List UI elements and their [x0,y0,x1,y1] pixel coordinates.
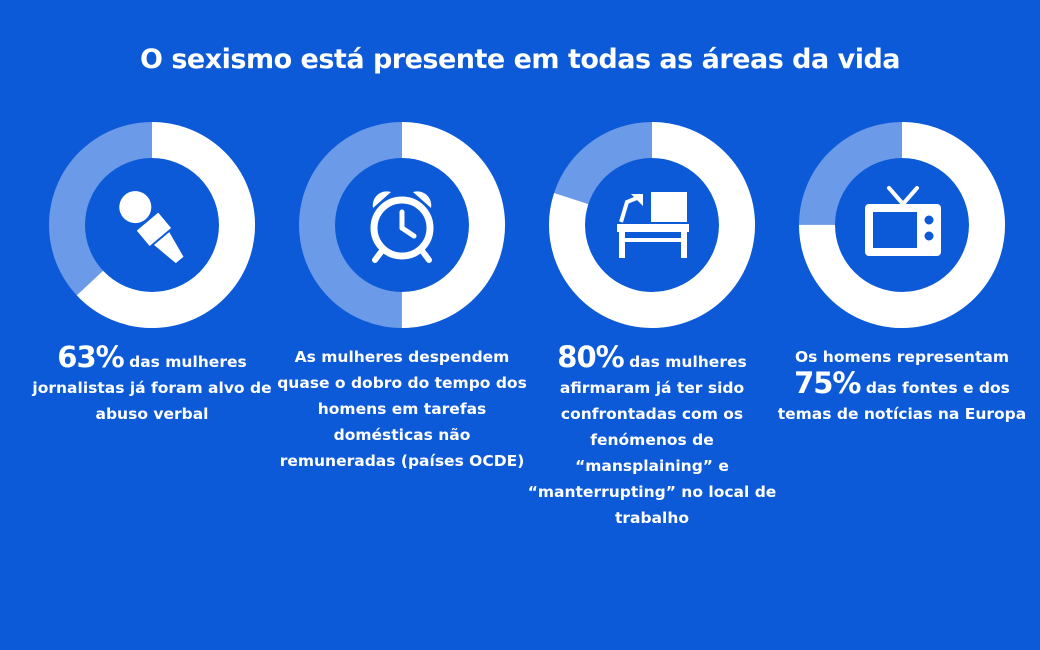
desk-lamp-computer-icon [613,188,693,264]
stat-caption: 63% das mulheres jornalistas já foram al… [27,343,277,427]
stat-caption: 80% das mulheres afirmaram já ter sido c… [527,343,777,531]
stat-value: 63% [57,340,124,374]
ring-arc [549,122,755,328]
ring-arc [799,122,1005,328]
stat-caption: As mulheres despendem quase o dobro do t… [277,344,527,474]
donut-chart [49,122,255,328]
alarm-clock-icon [363,186,441,268]
donut-chart [549,122,755,328]
stat-value: 75% [794,366,861,400]
stat-caption: Os homens representam 75% das fontes e d… [777,344,1027,427]
ring-arc [299,122,505,328]
stat-value: 80% [557,340,624,374]
donut-chart [799,122,1005,328]
stat-text: das mulheres afirmaram já ter sido confr… [527,353,777,527]
page-title: O sexismo está presente em todas as área… [139,44,901,75]
stat-text: das mulheres jornalistas já foram alvo d… [32,353,272,423]
stat-text: das fontes e dos temas de notícias na Eu… [777,379,1027,423]
stat-text: As mulheres despendem quase o dobro do t… [277,348,527,470]
donut-chart [299,122,505,328]
ring-arc [49,122,255,328]
television-icon [863,184,943,264]
stat-text-before: Os homens representam [794,348,1009,366]
microphone-icon [107,182,197,276]
